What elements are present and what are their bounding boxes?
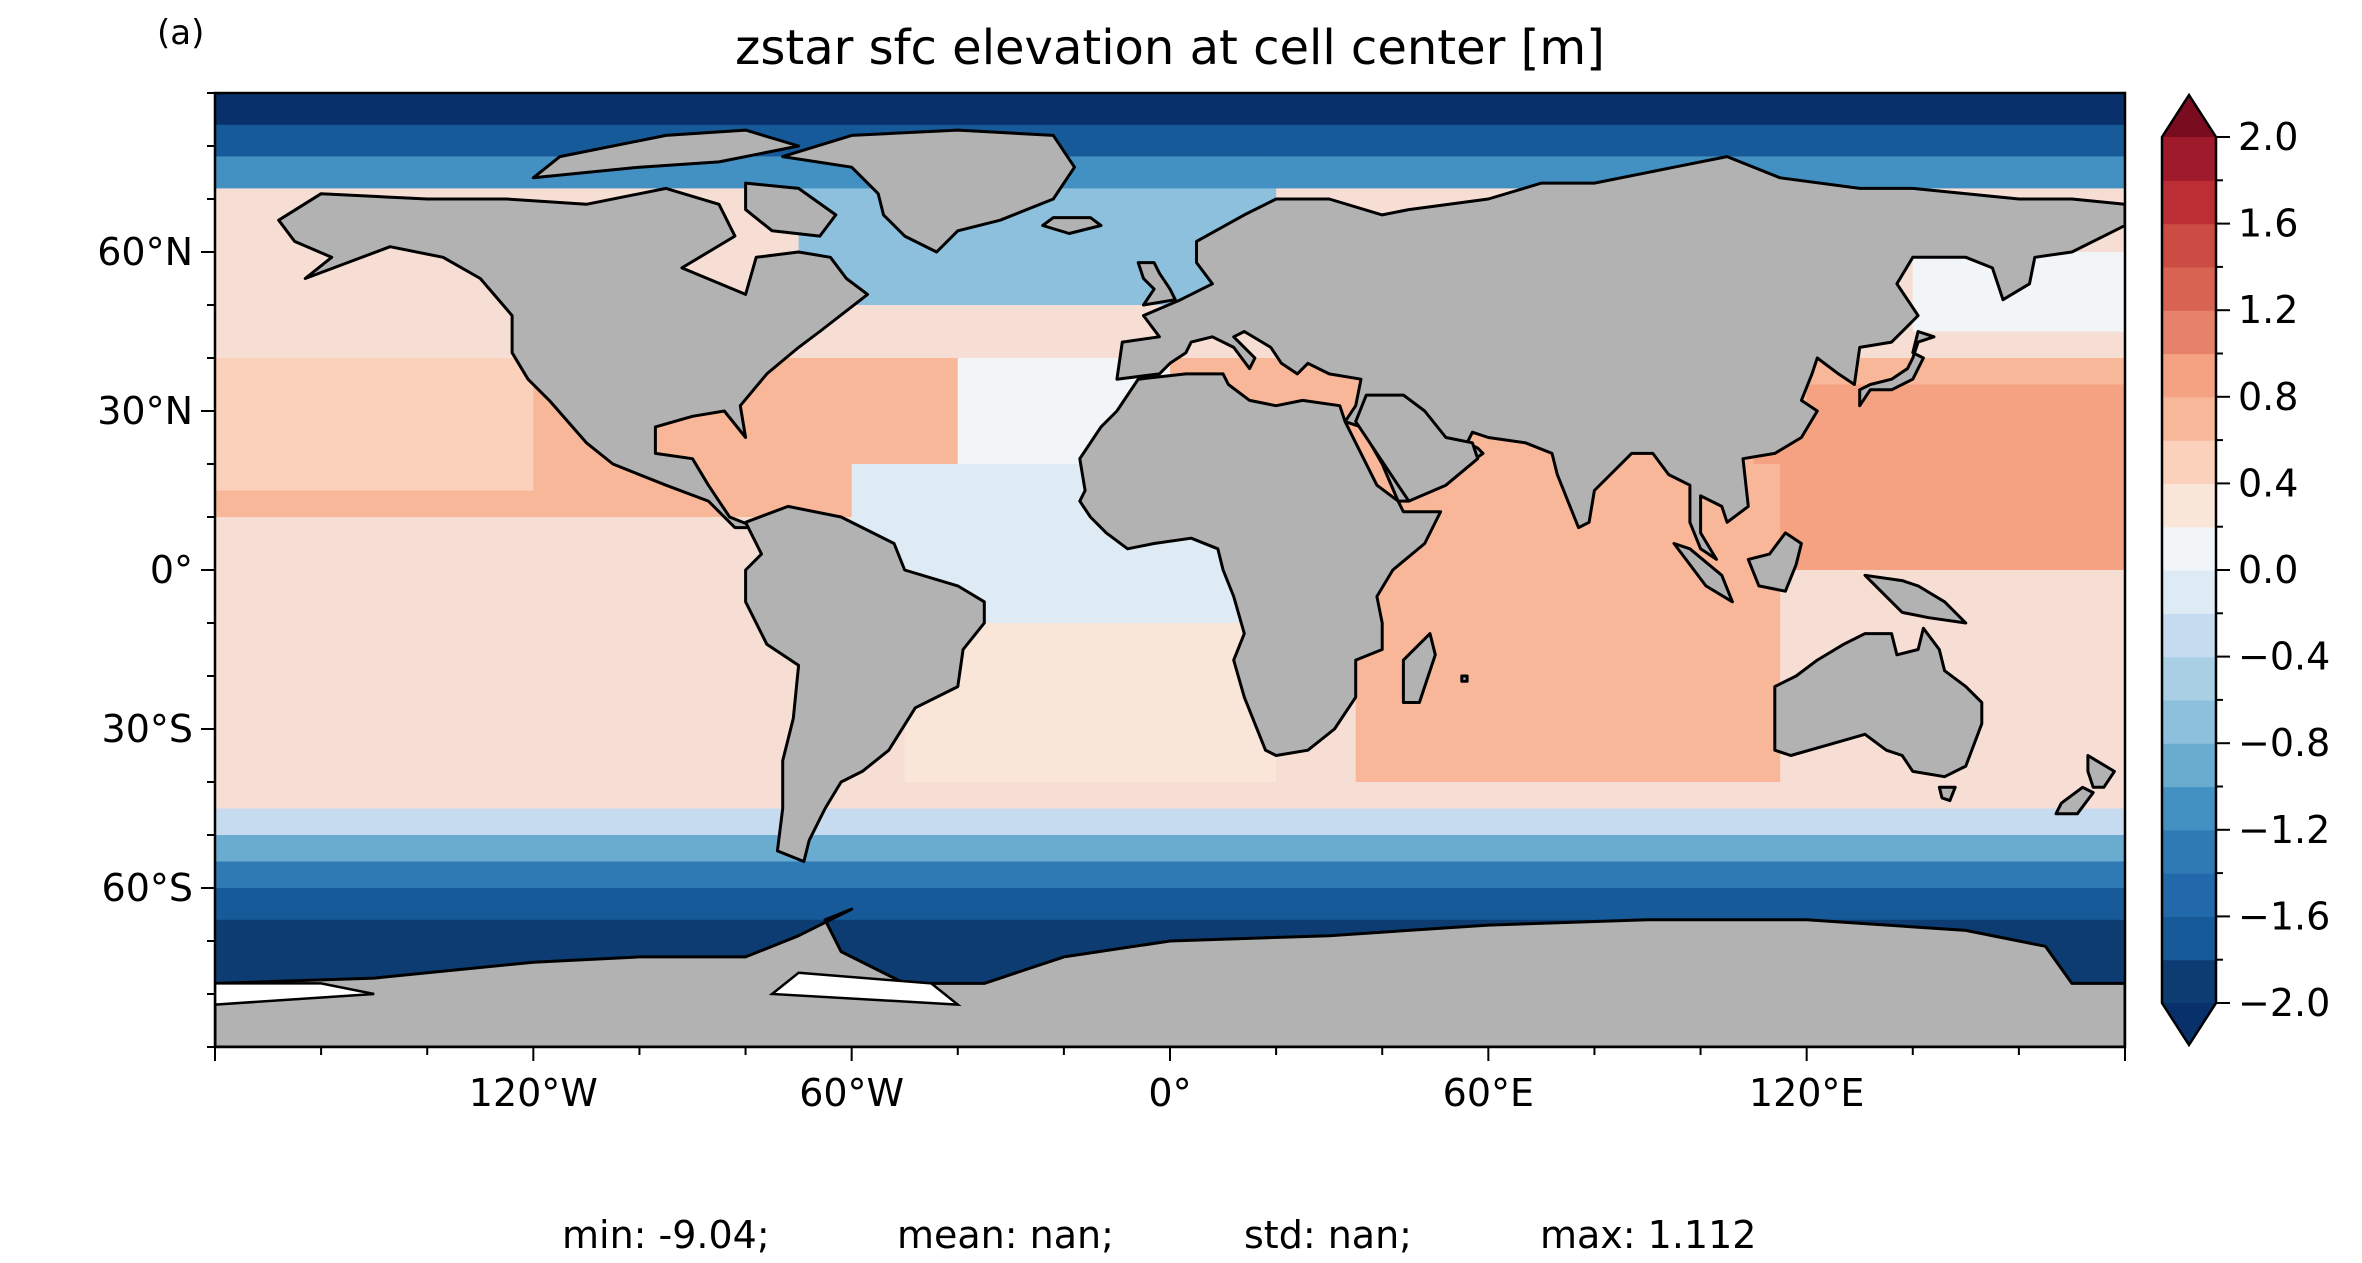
colorbar-tick-label: −1.2 xyxy=(2238,808,2330,852)
ice-shelf xyxy=(768,971,962,1007)
x-tick-label: 120°W xyxy=(469,1071,598,1115)
colorbar-band xyxy=(2162,613,2216,658)
stat-max: max: 1.112 xyxy=(1540,1213,1756,1257)
zone-south-atlantic xyxy=(904,623,1277,782)
land-australia xyxy=(1773,626,1984,779)
colorbar-tick-label: −1.6 xyxy=(2238,894,2330,938)
gradient-band xyxy=(215,808,2125,835)
colorbar-tick-label: −2.0 xyxy=(2238,981,2330,1025)
longitude-axis: 120°W 60°W 0° 60°E 120°E xyxy=(214,1047,2126,1115)
colorbar-tick-label: 0.0 xyxy=(2238,548,2298,592)
colorbar-tick-label: 0.4 xyxy=(2238,461,2298,505)
colorbar-band xyxy=(2162,656,2216,701)
y-tick-label: 60°S xyxy=(102,866,193,910)
map-title: zstar sfc elevation at cell center [m] xyxy=(735,20,1605,76)
colorbar-tick-label: 0.8 xyxy=(2238,375,2298,419)
colorbar-band xyxy=(2162,959,2216,1004)
land-japan xyxy=(1858,330,1936,408)
colorbar-extend-min xyxy=(2162,1003,2216,1045)
stat-mean: mean: nan; xyxy=(897,1213,1114,1257)
colorbar-band xyxy=(2162,916,2216,961)
land-madagascar xyxy=(1401,632,1437,704)
land-british-isles xyxy=(1136,261,1177,307)
y-tick-label: 60°N xyxy=(97,230,193,274)
colorbar-band xyxy=(2162,396,2216,441)
colorbar-band xyxy=(2162,223,2216,268)
gradient-band xyxy=(215,93,2125,125)
land-borneo xyxy=(1746,531,1803,593)
y-tick-label: 30°S xyxy=(102,707,193,751)
stat-min: min: -9.04; xyxy=(562,1213,770,1257)
map-area xyxy=(215,93,2125,1047)
colorbar-extend-max xyxy=(2162,95,2216,137)
land-baffin xyxy=(744,181,838,238)
colorbar-tick-label: 1.2 xyxy=(2238,288,2298,332)
colorbar-band xyxy=(2162,829,2216,874)
y-tick-label: 0° xyxy=(150,548,193,592)
stat-std: std: nan; xyxy=(1244,1213,1412,1257)
x-tick-label: 0° xyxy=(1148,1071,1191,1115)
x-tick-label: 120°E xyxy=(1749,1071,1865,1115)
colorbar-tick-label: −0.8 xyxy=(2238,721,2330,765)
colorbar-tick-label: 2.0 xyxy=(2238,115,2298,159)
land-greenland xyxy=(781,128,1076,254)
stats-line: min: -9.04; mean: nan; std: nan; max: 1.… xyxy=(562,1213,1756,1257)
land-madagascar-east-islands xyxy=(1460,674,1469,683)
colorbar-band xyxy=(2162,786,2216,831)
colorbar-band xyxy=(2162,137,2216,181)
x-tick-label: 60°W xyxy=(799,1071,904,1115)
panel-label: (a) xyxy=(157,13,204,53)
colorbar-band xyxy=(2162,699,2216,744)
gradient-band xyxy=(215,861,2125,888)
land-new-zealand-north xyxy=(2086,754,2116,789)
land-masses xyxy=(215,128,2125,1047)
land-tasmania xyxy=(1937,785,1957,803)
gradient-band xyxy=(215,124,2125,157)
gradient-band xyxy=(215,835,2125,862)
subtropical-patch xyxy=(215,358,534,491)
land-canadian-archipelago xyxy=(531,128,801,180)
colorbar-band xyxy=(2162,873,2216,917)
land-north-america xyxy=(277,186,870,530)
land-africa xyxy=(1078,372,1443,757)
land-eurasia xyxy=(1115,155,2125,561)
colorbar-band xyxy=(2162,526,2216,571)
gradient-band xyxy=(215,888,2125,920)
gradient-band xyxy=(215,156,2125,189)
land-new-guinea xyxy=(1863,573,1968,625)
colorbar-band xyxy=(2162,440,2216,484)
colorbar-band xyxy=(2162,266,2216,311)
colorbar-band xyxy=(2162,353,2216,398)
land-antarctica xyxy=(215,907,2125,1047)
colorbar: 2.0 1.6 1.2 0.8 0.4 0.0 −0.4 −0.8 −1.2 −1.6 −2.0 xyxy=(2160,92,2330,1048)
land-arabia xyxy=(1354,393,1480,503)
colorbar-tick-label: −0.4 xyxy=(2238,635,2330,679)
colorbar-band xyxy=(2162,310,2216,355)
ice-shelf xyxy=(215,982,375,1006)
colorbar-band xyxy=(2162,483,2216,528)
subtropical-patch xyxy=(1806,384,2125,517)
land-south-america xyxy=(744,504,986,863)
land-new-zealand-south xyxy=(2054,785,2095,816)
x-tick-label: 60°E xyxy=(1443,1071,1534,1115)
colorbar-band xyxy=(2162,180,2216,225)
land-sumatra xyxy=(1672,542,1734,604)
land-iceland xyxy=(1041,216,1103,235)
colorbar-band xyxy=(2162,570,2216,614)
colorbar-tick-label: 1.6 xyxy=(2238,202,2298,246)
y-tick-label: 30°N xyxy=(97,389,193,433)
latitude-axis: 60°N 30°N 0° 30°S 60°S xyxy=(97,92,215,1048)
colorbar-band xyxy=(2162,743,2216,788)
